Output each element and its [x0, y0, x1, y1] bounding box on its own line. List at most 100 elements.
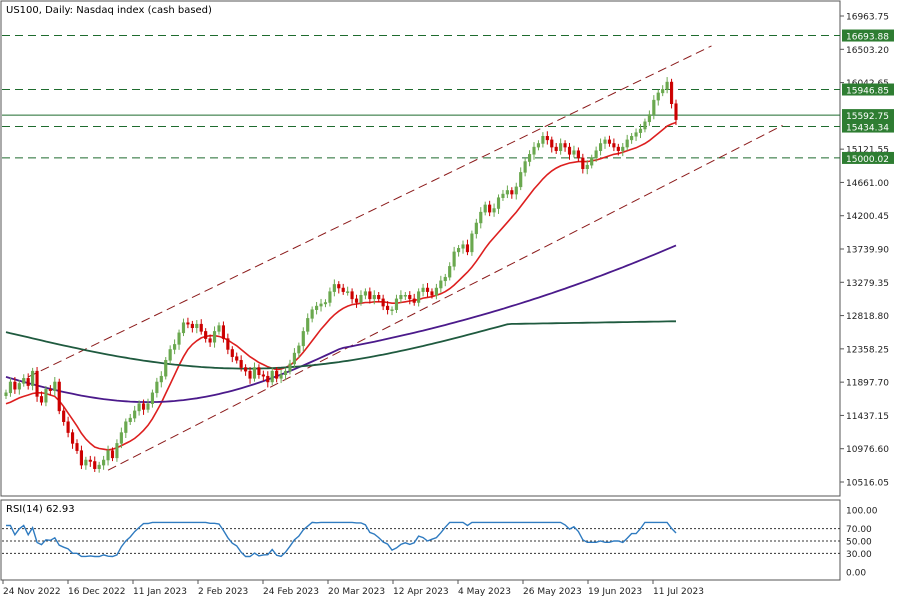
candle: [252, 362, 257, 382]
candle: [204, 328, 208, 343]
candle: [88, 455, 92, 467]
candle: [381, 294, 385, 311]
candle: [590, 154, 594, 169]
candle: [598, 138, 603, 156]
candle: [585, 160, 589, 175]
channel-line-1: [107, 124, 783, 471]
candle: [483, 201, 487, 216]
candle: [115, 439, 119, 462]
y-tick-label: 11437.15: [846, 412, 889, 422]
ma-mid-line: [5, 244, 677, 404]
candle: [48, 385, 52, 396]
candle: [479, 207, 483, 229]
ma-slow-line: [5, 320, 676, 370]
candle: [465, 239, 470, 256]
level-label-bg-4: [842, 151, 894, 164]
candle: [13, 376, 17, 394]
trend-channel: [27, 45, 783, 471]
level-label-0: 16693.88: [846, 33, 889, 43]
candle: [363, 288, 367, 300]
candle: [674, 99, 678, 126]
x-tick-label: 2 Feb 2023: [198, 587, 248, 597]
candle: [399, 290, 403, 303]
candle: [195, 320, 199, 334]
level-label-bg-3: [842, 120, 894, 133]
candle: [323, 299, 328, 308]
candle: [372, 290, 376, 305]
x-tick-label: 20 Mar 2023: [328, 587, 385, 597]
candle: [563, 140, 567, 152]
candle: [386, 301, 390, 315]
candle: [150, 389, 154, 408]
candle: [124, 418, 128, 438]
y-tick-label: 15121.55: [846, 146, 889, 156]
candle: [66, 416, 70, 438]
candle: [106, 445, 110, 466]
candle: [669, 78, 674, 109]
candle: [79, 445, 84, 470]
candle: [275, 367, 279, 383]
x-tick-label: 24 Nov 2022: [3, 587, 61, 597]
candle: [421, 283, 425, 297]
y-tick-label: 12358.25: [846, 345, 889, 355]
candle: [177, 329, 181, 350]
candle: [417, 288, 421, 307]
candle: [17, 380, 21, 395]
candle: [248, 367, 252, 384]
candle: [4, 389, 8, 399]
level-label-1: 15946.85: [846, 87, 889, 97]
candle: [536, 140, 541, 151]
candle: [576, 147, 580, 162]
candle: [452, 246, 456, 271]
candle: [492, 203, 496, 217]
candle: [93, 456, 97, 472]
candle: [84, 456, 88, 470]
candle: [31, 367, 35, 391]
x-tick-label: 11 Jan 2023: [133, 587, 187, 597]
candle: [567, 142, 572, 160]
y-tick-label: 11897.70: [846, 379, 889, 389]
candle: [643, 118, 647, 133]
y-tick-label: 12818.80: [846, 312, 889, 322]
candle: [283, 367, 288, 381]
rsi-tick-label: 50.00: [846, 538, 872, 548]
candle: [186, 317, 190, 329]
candle: [75, 439, 79, 454]
candle: [208, 334, 212, 347]
candle: [168, 345, 172, 365]
candle: [594, 146, 598, 162]
candle: [528, 150, 532, 167]
y-tick-label: 14200.45: [846, 212, 889, 222]
candle: [545, 131, 549, 145]
rsi-tick-label: 70.00: [846, 525, 872, 535]
candle: [133, 405, 137, 423]
candle: [239, 355, 243, 372]
candle: [212, 326, 217, 348]
candle: [235, 352, 239, 364]
candle: [607, 135, 612, 147]
candle: [457, 245, 461, 257]
main-pane-frame: [0, 0, 841, 497]
candle: [519, 167, 523, 191]
price-axis: 16963.7516503.2016042.6515121.5514661.00…: [840, 13, 889, 488]
y-tick-label: 14661.00: [846, 179, 889, 189]
y-tick-label: 16503.20: [846, 46, 889, 56]
candle: [581, 153, 585, 174]
candle: [199, 319, 203, 335]
level-label-2: 15592.75: [846, 112, 889, 122]
rsi-line: [6, 521, 677, 558]
x-tick-label: 19 Jun 2023: [588, 587, 642, 597]
level-label-bg-0: [842, 29, 894, 42]
y-tick-label: 10516.05: [846, 478, 889, 488]
candle: [341, 283, 345, 295]
candle: [443, 273, 447, 287]
candle: [22, 374, 26, 387]
candle: [181, 318, 186, 337]
horizontal-levels: [2, 35, 840, 159]
candle: [279, 369, 283, 384]
candle: [647, 110, 651, 126]
candle: [8, 377, 13, 397]
candle: [128, 413, 132, 425]
